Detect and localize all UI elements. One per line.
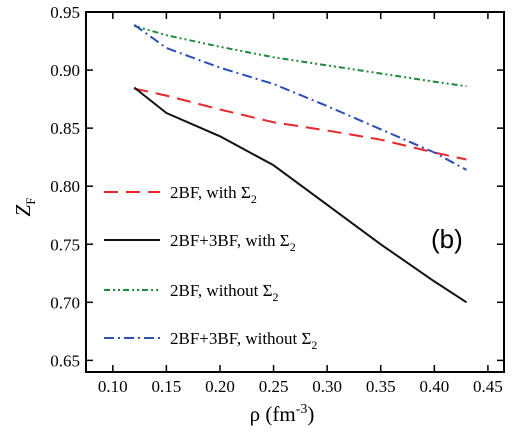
series-line-3 (133, 24, 467, 88)
series-line-1 (133, 87, 467, 161)
y-axis-label: ZF (11, 198, 38, 217)
y-tick-label: 0.95 (50, 3, 80, 22)
y-tick-label: 0.90 (50, 61, 80, 80)
panel-label: (b) (431, 224, 463, 254)
legend-label-1: 2BF, with Σ2 (170, 183, 257, 206)
y-tick-label: 0.85 (50, 119, 80, 138)
plot-frame (85, 11, 505, 373)
x-tick-label: 0.10 (98, 377, 128, 396)
x-tick-label: 0.35 (366, 377, 396, 396)
x-tick-label: 0.15 (152, 377, 182, 396)
x-tick-label: 0.40 (419, 377, 449, 396)
x-tick-label: 0.30 (312, 377, 342, 396)
y-tick-label: 0.80 (50, 177, 80, 196)
x-tick-label: 0.45 (473, 377, 503, 396)
legend-label-4: 2BF+3BF, without Σ2 (170, 329, 317, 352)
legend-label-2: 2BF+3BF, with Σ2 (170, 231, 296, 254)
series-layer (133, 23, 468, 304)
y-tick-label: 0.70 (50, 293, 80, 312)
x-tick-label: 0.20 (205, 377, 235, 396)
x-tick-label: 0.25 (259, 377, 289, 396)
legend-label-3: 2BF, without Σ2 (170, 281, 279, 304)
x-axis-label: ρ (fm-3) (250, 402, 315, 426)
series-line-2 (133, 86, 468, 304)
series-line-4 (133, 23, 467, 171)
ticks-layer: 0.10 0.15 0.20 0.25 0.30 0.35 0.40 0.45 0.65 0.70… (50, 3, 504, 396)
y-tick-label: 0.65 (50, 351, 80, 370)
y-tick-label: 0.75 (50, 235, 80, 254)
legend: 2BF, with Σ2 2BF+3BF, with Σ2 2BF, without… (104, 183, 317, 352)
